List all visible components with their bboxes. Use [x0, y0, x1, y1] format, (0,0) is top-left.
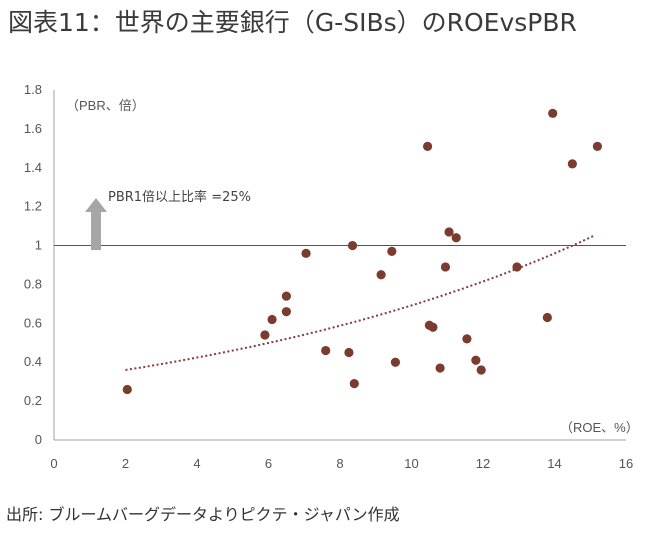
- x-tick-label: 12: [476, 456, 490, 471]
- x-tick-label: 8: [336, 456, 343, 471]
- x-tick-label: 10: [404, 456, 418, 471]
- y-tick-label: 1.8: [24, 82, 42, 97]
- data-point: [281, 307, 291, 317]
- x-tick-label: 6: [265, 456, 272, 471]
- data-point: [462, 334, 472, 344]
- data-point: [476, 365, 486, 375]
- y-tick-label: 0.2: [24, 393, 42, 408]
- y-tick-label: 1.2: [24, 199, 42, 214]
- trend-line: [125, 234, 595, 371]
- data-point: [344, 347, 354, 358]
- y-tick-label: 1.4: [24, 160, 42, 175]
- chart-axes: [53, 90, 626, 441]
- source-note: 出所: ブルームバーグデータよりピクテ・ジャパン作成: [6, 505, 400, 524]
- y-tick-label: 0.8: [24, 276, 42, 291]
- data-point: [349, 379, 359, 389]
- x-tick-label: 4: [193, 456, 200, 471]
- data-point: [390, 357, 401, 367]
- pbr-ratio-annotation: PBR1倍以上比率 =25%: [108, 189, 251, 205]
- data-point: [512, 262, 522, 272]
- data-point: [387, 246, 397, 256]
- data-point: [301, 248, 311, 258]
- data-point: [440, 262, 451, 272]
- data-point: [567, 159, 577, 169]
- data-point: [471, 355, 481, 365]
- y-tick-label: 0: [35, 432, 42, 447]
- data-point: [428, 322, 438, 332]
- data-point: [267, 314, 277, 325]
- data-points: [122, 108, 603, 395]
- data-point: [542, 312, 552, 323]
- page-title: 図表11：世界の主要銀行（G-SIBs）のROEvsPBR: [8, 8, 577, 37]
- data-point: [444, 227, 454, 237]
- data-point: [281, 291, 291, 301]
- data-point: [435, 363, 445, 373]
- x-tick-label: 16: [619, 456, 633, 471]
- y-tick-label: 1.6: [24, 121, 42, 136]
- y-tick-label: 0.6: [24, 315, 42, 330]
- data-point: [122, 384, 132, 395]
- data-point: [347, 240, 358, 251]
- tick-labels: 0 0.2 0.4 0.6 0.8 1 1.2 1.4 1.6 1.8 0 2 4 6 8 10 12 14 16: [24, 82, 633, 471]
- x-tick-label: 0: [50, 456, 57, 471]
- data-point: [422, 141, 433, 151]
- data-point: [260, 330, 270, 340]
- x-axis-label: （ROE、%）: [560, 420, 639, 435]
- data-point: [451, 233, 461, 243]
- x-tick-label: 14: [547, 456, 561, 471]
- y-axis-label: （PBR、倍）: [66, 98, 145, 113]
- data-point: [376, 270, 386, 280]
- x-tick-label: 2: [122, 456, 129, 471]
- data-point: [592, 141, 603, 151]
- up-arrow-icon: [85, 198, 107, 250]
- y-tick-label: 1: [35, 238, 42, 253]
- data-point: [548, 108, 558, 118]
- y-tick-label: 0.4: [24, 354, 42, 369]
- data-point: [321, 345, 331, 356]
- up-arrow-shape: [85, 198, 107, 250]
